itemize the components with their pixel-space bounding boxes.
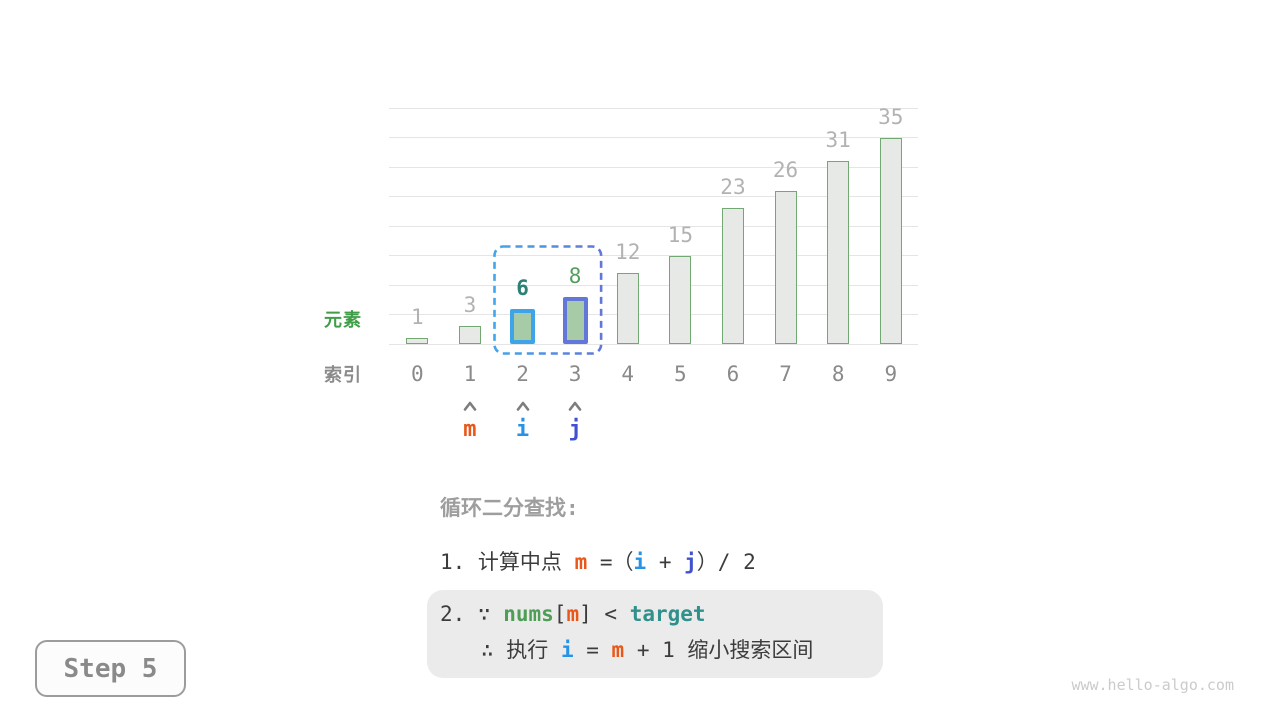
- search-range-dashed-rect: [493, 245, 603, 355]
- token-plain: ] <: [579, 602, 630, 626]
- step-badge-label: Step 5: [63, 653, 158, 684]
- bar-6: [721, 208, 744, 344]
- token-plain: 2. ∵: [440, 602, 504, 626]
- instructions-title: 循环二分查找:: [440, 496, 579, 520]
- search-range-box: [493, 245, 603, 359]
- index-label-9: 9: [884, 362, 898, 386]
- gridline: [389, 225, 918, 227]
- token-j: j: [684, 550, 697, 574]
- token-plain: =: [573, 638, 612, 662]
- bar-value-label-1: 3: [463, 293, 477, 318]
- instruction-line-1: 1. 计算中点 m =（i + j）/ 2: [440, 549, 756, 576]
- bar-value-label-3: 8: [568, 263, 582, 288]
- token-plain: =（: [587, 550, 634, 574]
- index-label-8: 8: [831, 362, 845, 386]
- caret-up-icon-i: [514, 397, 532, 416]
- bar-value-label-6: 23: [720, 175, 746, 200]
- token-i: i: [633, 550, 647, 574]
- bar-value-label-8: 31: [825, 128, 851, 153]
- bar-value-label-2: 6: [516, 275, 529, 300]
- token-plain: + 1 缩小搜索区间: [624, 638, 814, 662]
- index-label-2: 2: [516, 362, 529, 386]
- y-axis-label: 元素: [324, 310, 362, 331]
- token-plain: ∴ 执行: [481, 638, 561, 662]
- x-axis-label: 索引: [324, 365, 362, 386]
- bar-1: [458, 326, 481, 344]
- bar-2: [510, 308, 536, 344]
- bar-value-label-4: 12: [615, 240, 641, 265]
- bar-4: [616, 273, 639, 344]
- bar-value-label-5: 15: [667, 222, 693, 247]
- token-target: target: [629, 602, 706, 626]
- pointer-label-j: j: [568, 417, 582, 442]
- index-label-0: 0: [410, 362, 424, 386]
- gridline: [389, 196, 918, 197]
- pointer-label-i: i: [515, 417, 530, 442]
- token-plain: ）/ 2: [696, 550, 756, 574]
- instruction-highlight-box: 2. ∵ nums[m] < target ∴ 执行 i = m + 1 缩小搜…: [427, 590, 883, 678]
- caret-up-icon-j: [566, 397, 584, 416]
- gridline: [389, 284, 918, 286]
- bar-value-label-7: 26: [772, 157, 799, 182]
- bar-value-label-9: 35: [878, 104, 904, 129]
- watermark: www.hello-algo.com: [1071, 676, 1234, 694]
- gridline: [389, 166, 918, 168]
- bar-3: [562, 296, 588, 344]
- bar-9: [879, 137, 902, 344]
- gridline: [389, 137, 918, 138]
- token-plain: +: [646, 550, 685, 574]
- x-axis-line: [389, 343, 918, 345]
- instruction-line-2b: ∴ 执行 i = m + 1 缩小搜索区间: [481, 637, 813, 664]
- gridline: [389, 107, 918, 109]
- index-label-1: 1: [463, 362, 477, 386]
- step-badge: Step 5: [35, 640, 186, 697]
- token-i: i: [560, 638, 574, 662]
- bar-value-label-0: 1: [410, 305, 424, 330]
- bar-7: [774, 190, 797, 344]
- caret-up-icon-m: [461, 397, 479, 416]
- index-label-6: 6: [726, 362, 740, 386]
- bar-8: [827, 161, 850, 344]
- index-label-3: 3: [568, 362, 582, 386]
- instruction-line-2a: 2. ∵ nums[m] < target: [440, 601, 706, 628]
- token-m: m: [574, 550, 588, 574]
- token-m: m: [566, 602, 580, 626]
- token-plain: [: [553, 602, 567, 626]
- bar-5: [669, 255, 692, 344]
- bar-0: [406, 338, 429, 344]
- gridline: [389, 314, 918, 315]
- gridline: [389, 255, 918, 256]
- index-label-4: 4: [621, 362, 635, 386]
- index-label-5: 5: [674, 362, 687, 386]
- token-m: m: [611, 638, 625, 662]
- token-nums: nums: [503, 602, 554, 626]
- token-plain: 1. 计算中点: [440, 550, 575, 574]
- index-label-7: 7: [779, 362, 792, 386]
- pointer-label-m: m: [463, 417, 477, 442]
